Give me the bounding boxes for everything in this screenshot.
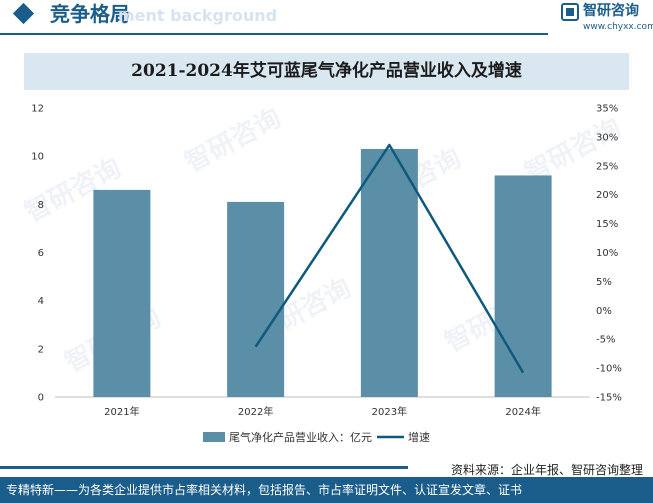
y-right-tick-label: 10% bbox=[596, 248, 618, 259]
y-right-tick-label: 5% bbox=[596, 277, 612, 288]
y-right-tick-label: -15% bbox=[596, 393, 622, 404]
bar bbox=[494, 175, 552, 397]
bottom-bar-text: 专精特新——为各类企业提供市占率相关材料，包括报告、市占率证明文件、认证宣发文章… bbox=[6, 483, 523, 497]
y-left-tick-label: 6 bbox=[38, 248, 44, 259]
y-right-tick-label: 20% bbox=[596, 190, 618, 201]
y-right-tick-label: 30% bbox=[596, 132, 618, 143]
logo-icon bbox=[561, 3, 579, 21]
section-subtitle: ment background bbox=[118, 6, 278, 25]
header-rule bbox=[0, 33, 548, 35]
x-tick-label: 2021年 bbox=[104, 405, 139, 418]
y-right-tick-label: 35% bbox=[596, 104, 618, 115]
legend-line-label: 增速 bbox=[408, 430, 430, 444]
bar bbox=[360, 148, 418, 397]
y-left-tick-label: 12 bbox=[31, 104, 44, 115]
bar bbox=[93, 189, 151, 397]
section-title: 竞争格局 bbox=[50, 2, 130, 26]
y-right-tick-label: 15% bbox=[596, 219, 618, 230]
y-right-tick-label: 25% bbox=[596, 161, 618, 172]
chart-title-band: 2021-2024年艾可蓝尾气净化产品营业收入及增速 bbox=[24, 53, 629, 90]
page-header: 竞争格局 ment background 智研咨询 www.chyxx.com bbox=[0, 0, 653, 40]
x-tick-label: 2022年 bbox=[238, 405, 273, 418]
logo-name: 智研咨询 bbox=[583, 3, 639, 19]
legend-bar-label: 尾气净化产品营业收入：亿元 bbox=[229, 430, 372, 444]
legend-bar-swatch bbox=[203, 432, 225, 442]
bottom-bar: 专精特新——为各类企业提供市占率相关材料，包括报告、市占率证明文件、认证宣发文章… bbox=[0, 477, 653, 503]
y-right-tick-label: -10% bbox=[596, 364, 622, 375]
y-left-tick-label: 2 bbox=[38, 344, 44, 355]
source-note: 资料来源：企业年报、智研咨询整理 bbox=[450, 463, 643, 477]
y-right-tick-label: -5% bbox=[596, 335, 615, 346]
chart-title: 2021-2024年艾可蓝尾气净化产品营业收入及增速 bbox=[131, 61, 522, 81]
y-left-tick-label: 10 bbox=[31, 152, 44, 163]
x-tick-label: 2023年 bbox=[372, 405, 407, 418]
y-left-tick-label: 8 bbox=[38, 200, 44, 211]
y-left-tick-label: 4 bbox=[38, 296, 44, 307]
y-right-tick-label: 0% bbox=[596, 306, 612, 317]
bar bbox=[227, 201, 285, 397]
footer-rule bbox=[0, 466, 408, 469]
y-left-tick-label: 0 bbox=[38, 393, 44, 404]
logo-url: www.chyxx.com bbox=[583, 22, 653, 32]
growth-line bbox=[254, 143, 525, 374]
x-tick-label: 2024年 bbox=[505, 405, 540, 418]
